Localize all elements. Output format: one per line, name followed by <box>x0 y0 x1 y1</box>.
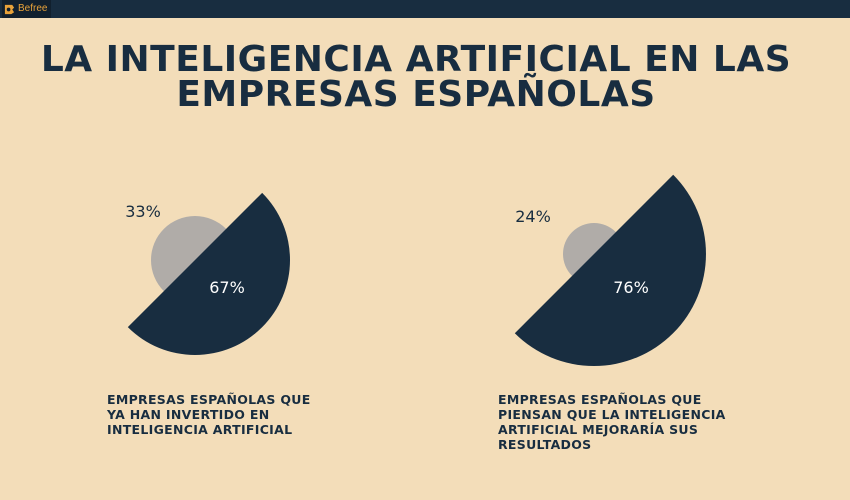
title-line-2: EMPRESAS ESPAÑOLAS <box>176 74 656 115</box>
brand-logo[interactable]: Befree <box>2 0 52 18</box>
pie-slice-major <box>127 192 290 355</box>
chart-caption-improve: EMPRESAS ESPAÑOLAS QUE PIENSAN QUE LA IN… <box>498 392 726 452</box>
page-title: LA INTELIGENCIA ARTIFICIAL EN LAS EMPRES… <box>0 39 832 115</box>
pie-label-minor: 33% <box>125 202 161 221</box>
chart-caption-invested: EMPRESAS ESPAÑOLAS QUE YA HAN INVERTIDO … <box>107 392 311 437</box>
pie-chart-improve: 24% 76% <box>514 174 706 366</box>
pie-slice-major <box>514 174 706 366</box>
pie-chart-invested: 33% 67% <box>125 192 290 355</box>
top-bar: Befree <box>0 0 850 18</box>
befree-logo-icon <box>4 4 15 14</box>
pie-label-major: 76% <box>613 278 649 297</box>
brand-name: Befree <box>18 3 48 14</box>
title-line-1: LA INTELIGENCIA ARTIFICIAL EN LAS <box>40 39 792 80</box>
pie-label-minor: 24% <box>515 207 551 226</box>
pie-label-major: 67% <box>209 278 245 297</box>
